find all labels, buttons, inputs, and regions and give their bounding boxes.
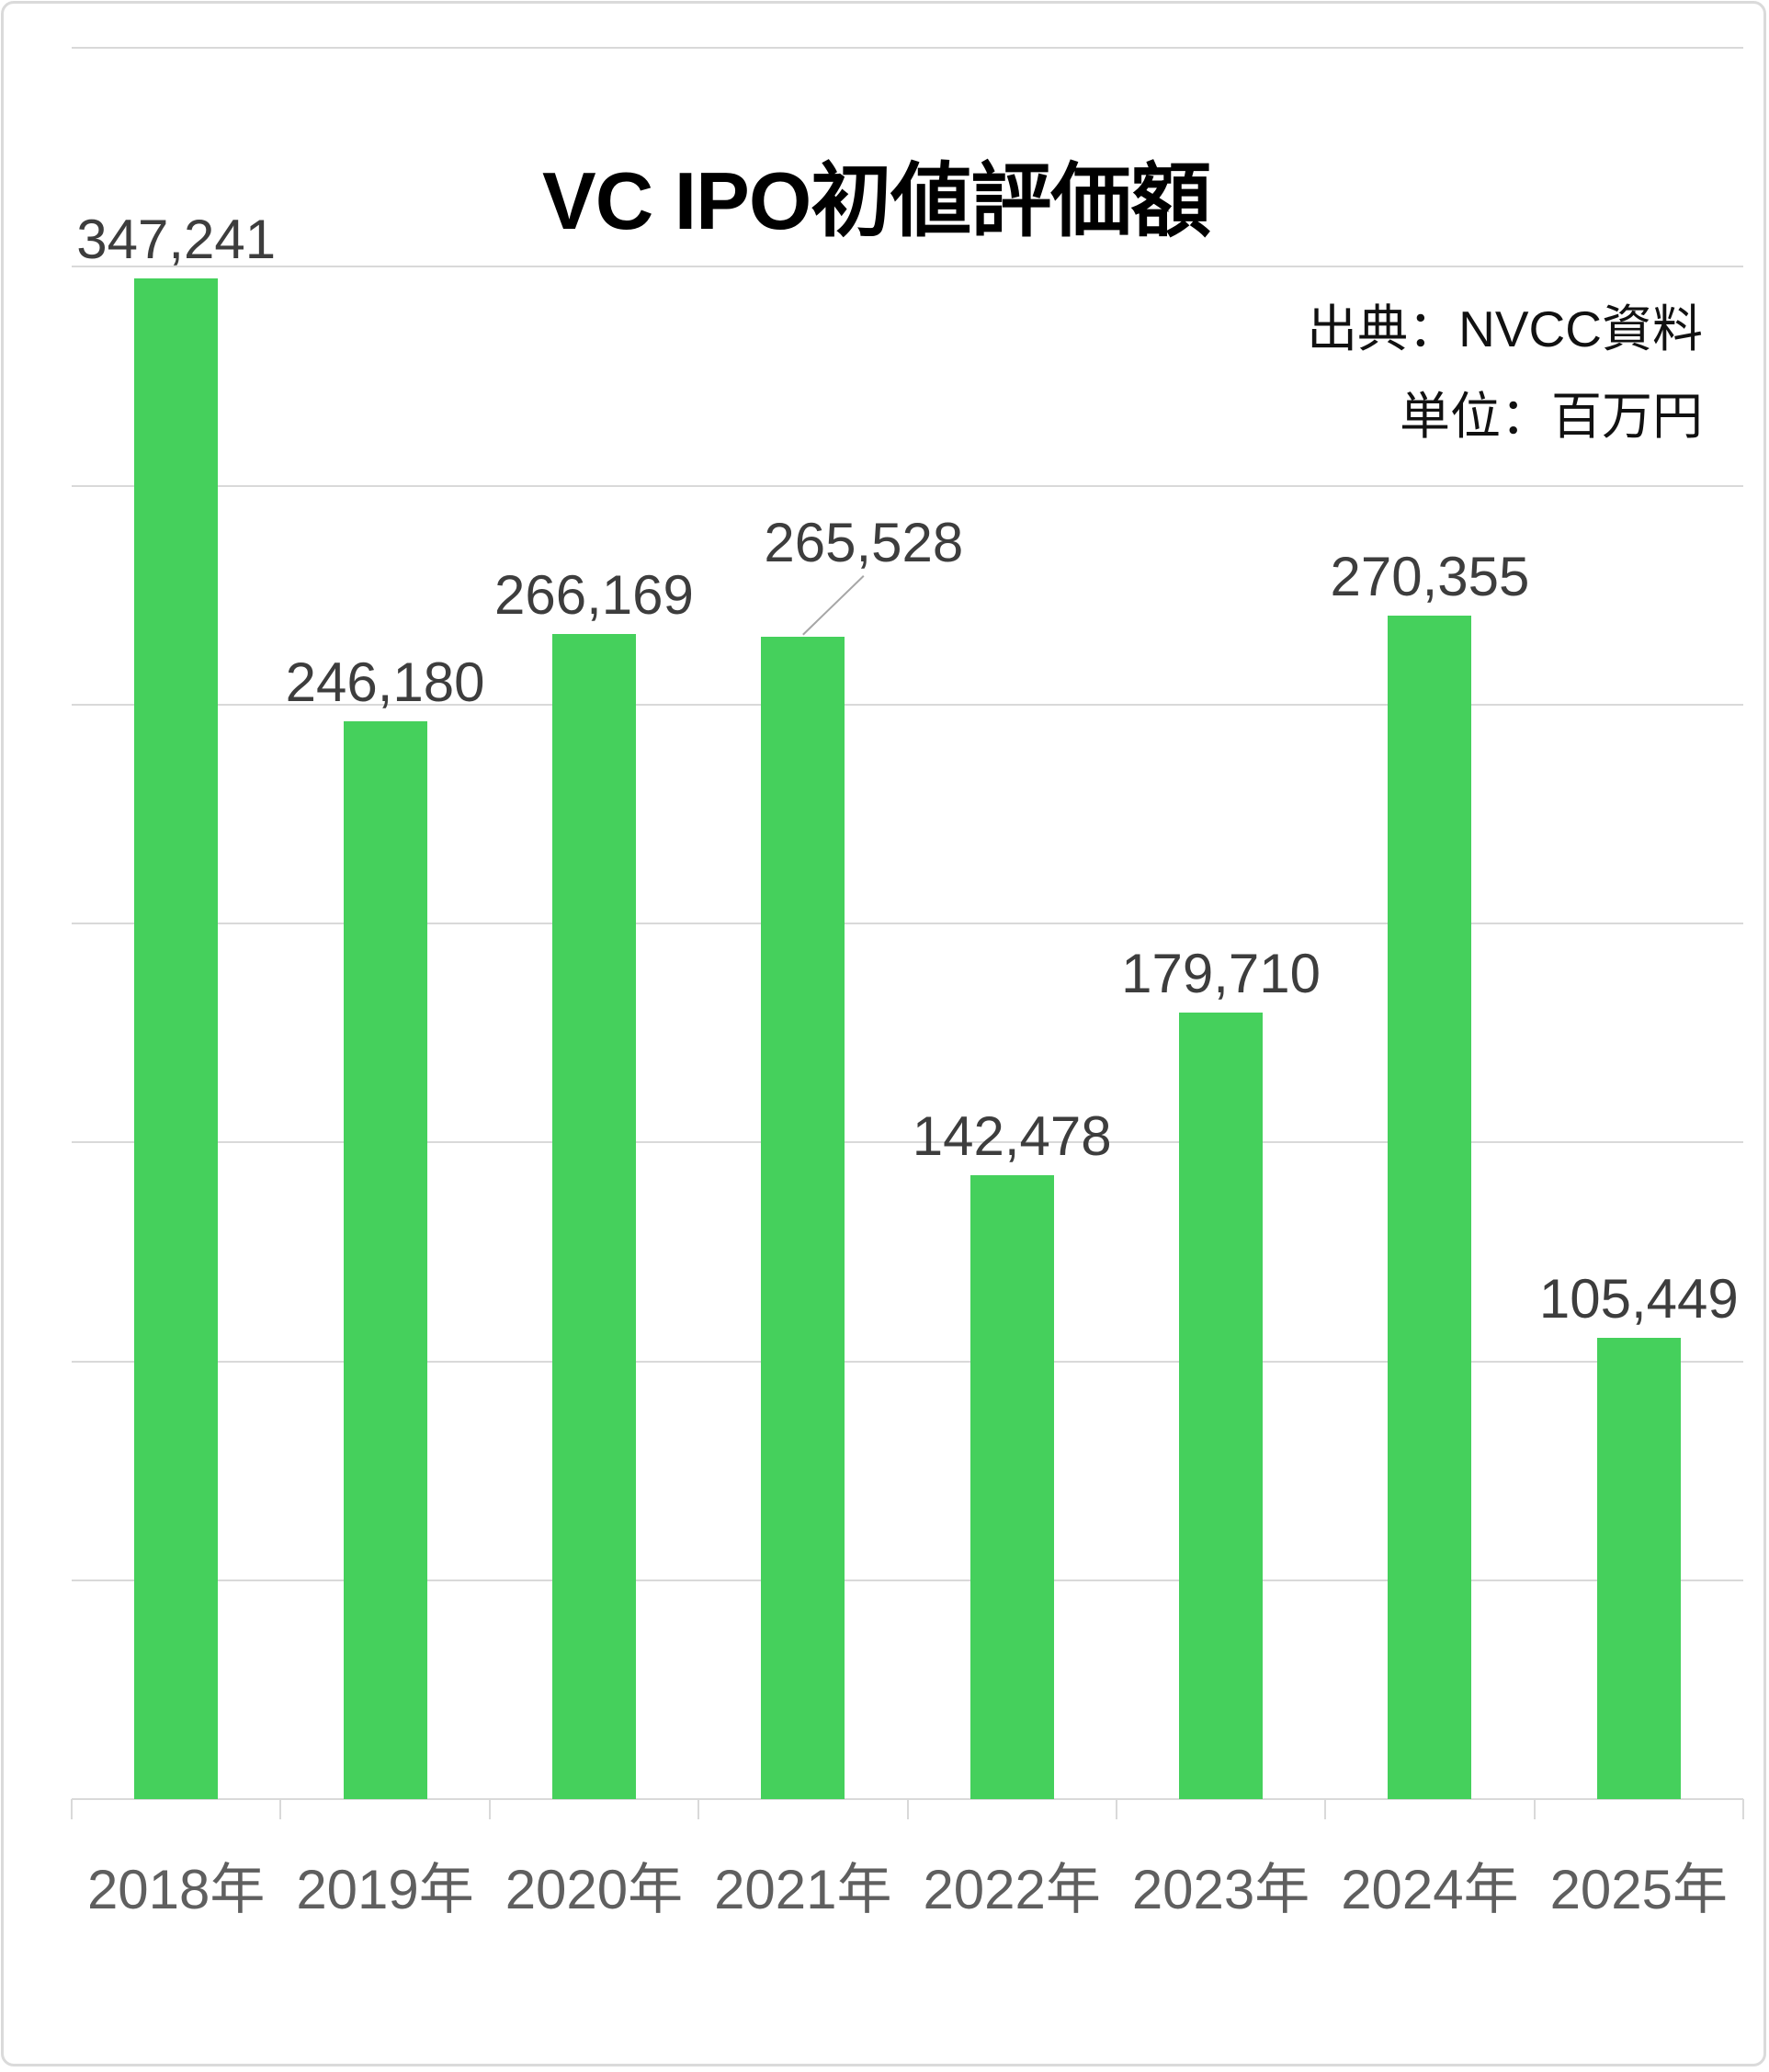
value-label-2025年: 105,449 xyxy=(1538,1267,1739,1330)
x-axis-tick xyxy=(906,1799,909,1819)
value-label-2021年: 265,528 xyxy=(764,511,964,573)
bar-2025年 xyxy=(1596,1337,1681,1799)
value-label-2019年: 246,180 xyxy=(285,651,485,713)
value-label-2020年: 266,169 xyxy=(493,563,694,626)
value-label-2022年: 142,478 xyxy=(912,1105,1112,1168)
gridline xyxy=(72,1360,1743,1363)
unit-note: 単位：百万円 xyxy=(1399,388,1703,445)
x-axis-tick xyxy=(697,1799,700,1819)
x-axis-label-2019年: 2019年 xyxy=(296,1859,474,1920)
value-label-2024年: 270,355 xyxy=(1330,545,1530,607)
bar-2023年 xyxy=(1179,1012,1264,1799)
gridline xyxy=(72,1579,1743,1581)
x-axis-label-2025年: 2025年 xyxy=(1549,1859,1729,1920)
gridline xyxy=(72,923,1743,924)
x-axis-label-2022年: 2022年 xyxy=(923,1859,1101,1920)
x-axis-tick xyxy=(279,1799,282,1819)
x-axis-tick xyxy=(1115,1799,1117,1819)
gridline xyxy=(72,47,1743,49)
x-axis-label-2023年: 2023年 xyxy=(1131,1859,1310,1920)
x-axis-tick xyxy=(1533,1799,1536,1819)
gridline xyxy=(72,484,1743,487)
bar-2022年 xyxy=(970,1175,1054,1799)
bar-2018年 xyxy=(134,278,219,1799)
value-label-2018年: 347,241 xyxy=(76,209,277,271)
x-axis-tick xyxy=(1742,1799,1744,1819)
x-axis-tick xyxy=(71,1799,73,1819)
source-note: 出典：NVCC資料 xyxy=(1307,300,1703,357)
bar-2024年 xyxy=(1388,615,1472,1799)
gridline xyxy=(72,703,1743,706)
gridline xyxy=(72,266,1743,268)
x-axis-label-2024年: 2024年 xyxy=(1341,1859,1519,1920)
x-axis-label-2021年: 2021年 xyxy=(714,1859,892,1920)
chart-title: VC IPO初値評価額 xyxy=(542,155,1211,246)
x-axis-label-2020年: 2020年 xyxy=(505,1859,684,1920)
gridline xyxy=(72,1141,1743,1144)
x-axis-tick xyxy=(1324,1799,1327,1819)
bar-2020年 xyxy=(551,633,636,1799)
bar-2021年 xyxy=(761,636,845,1799)
x-axis-tick xyxy=(488,1799,491,1819)
value-label-2023年: 179,710 xyxy=(1121,942,1321,1004)
bar-2019年 xyxy=(343,720,427,1799)
x-axis-label-2018年: 2018年 xyxy=(86,1859,266,1920)
